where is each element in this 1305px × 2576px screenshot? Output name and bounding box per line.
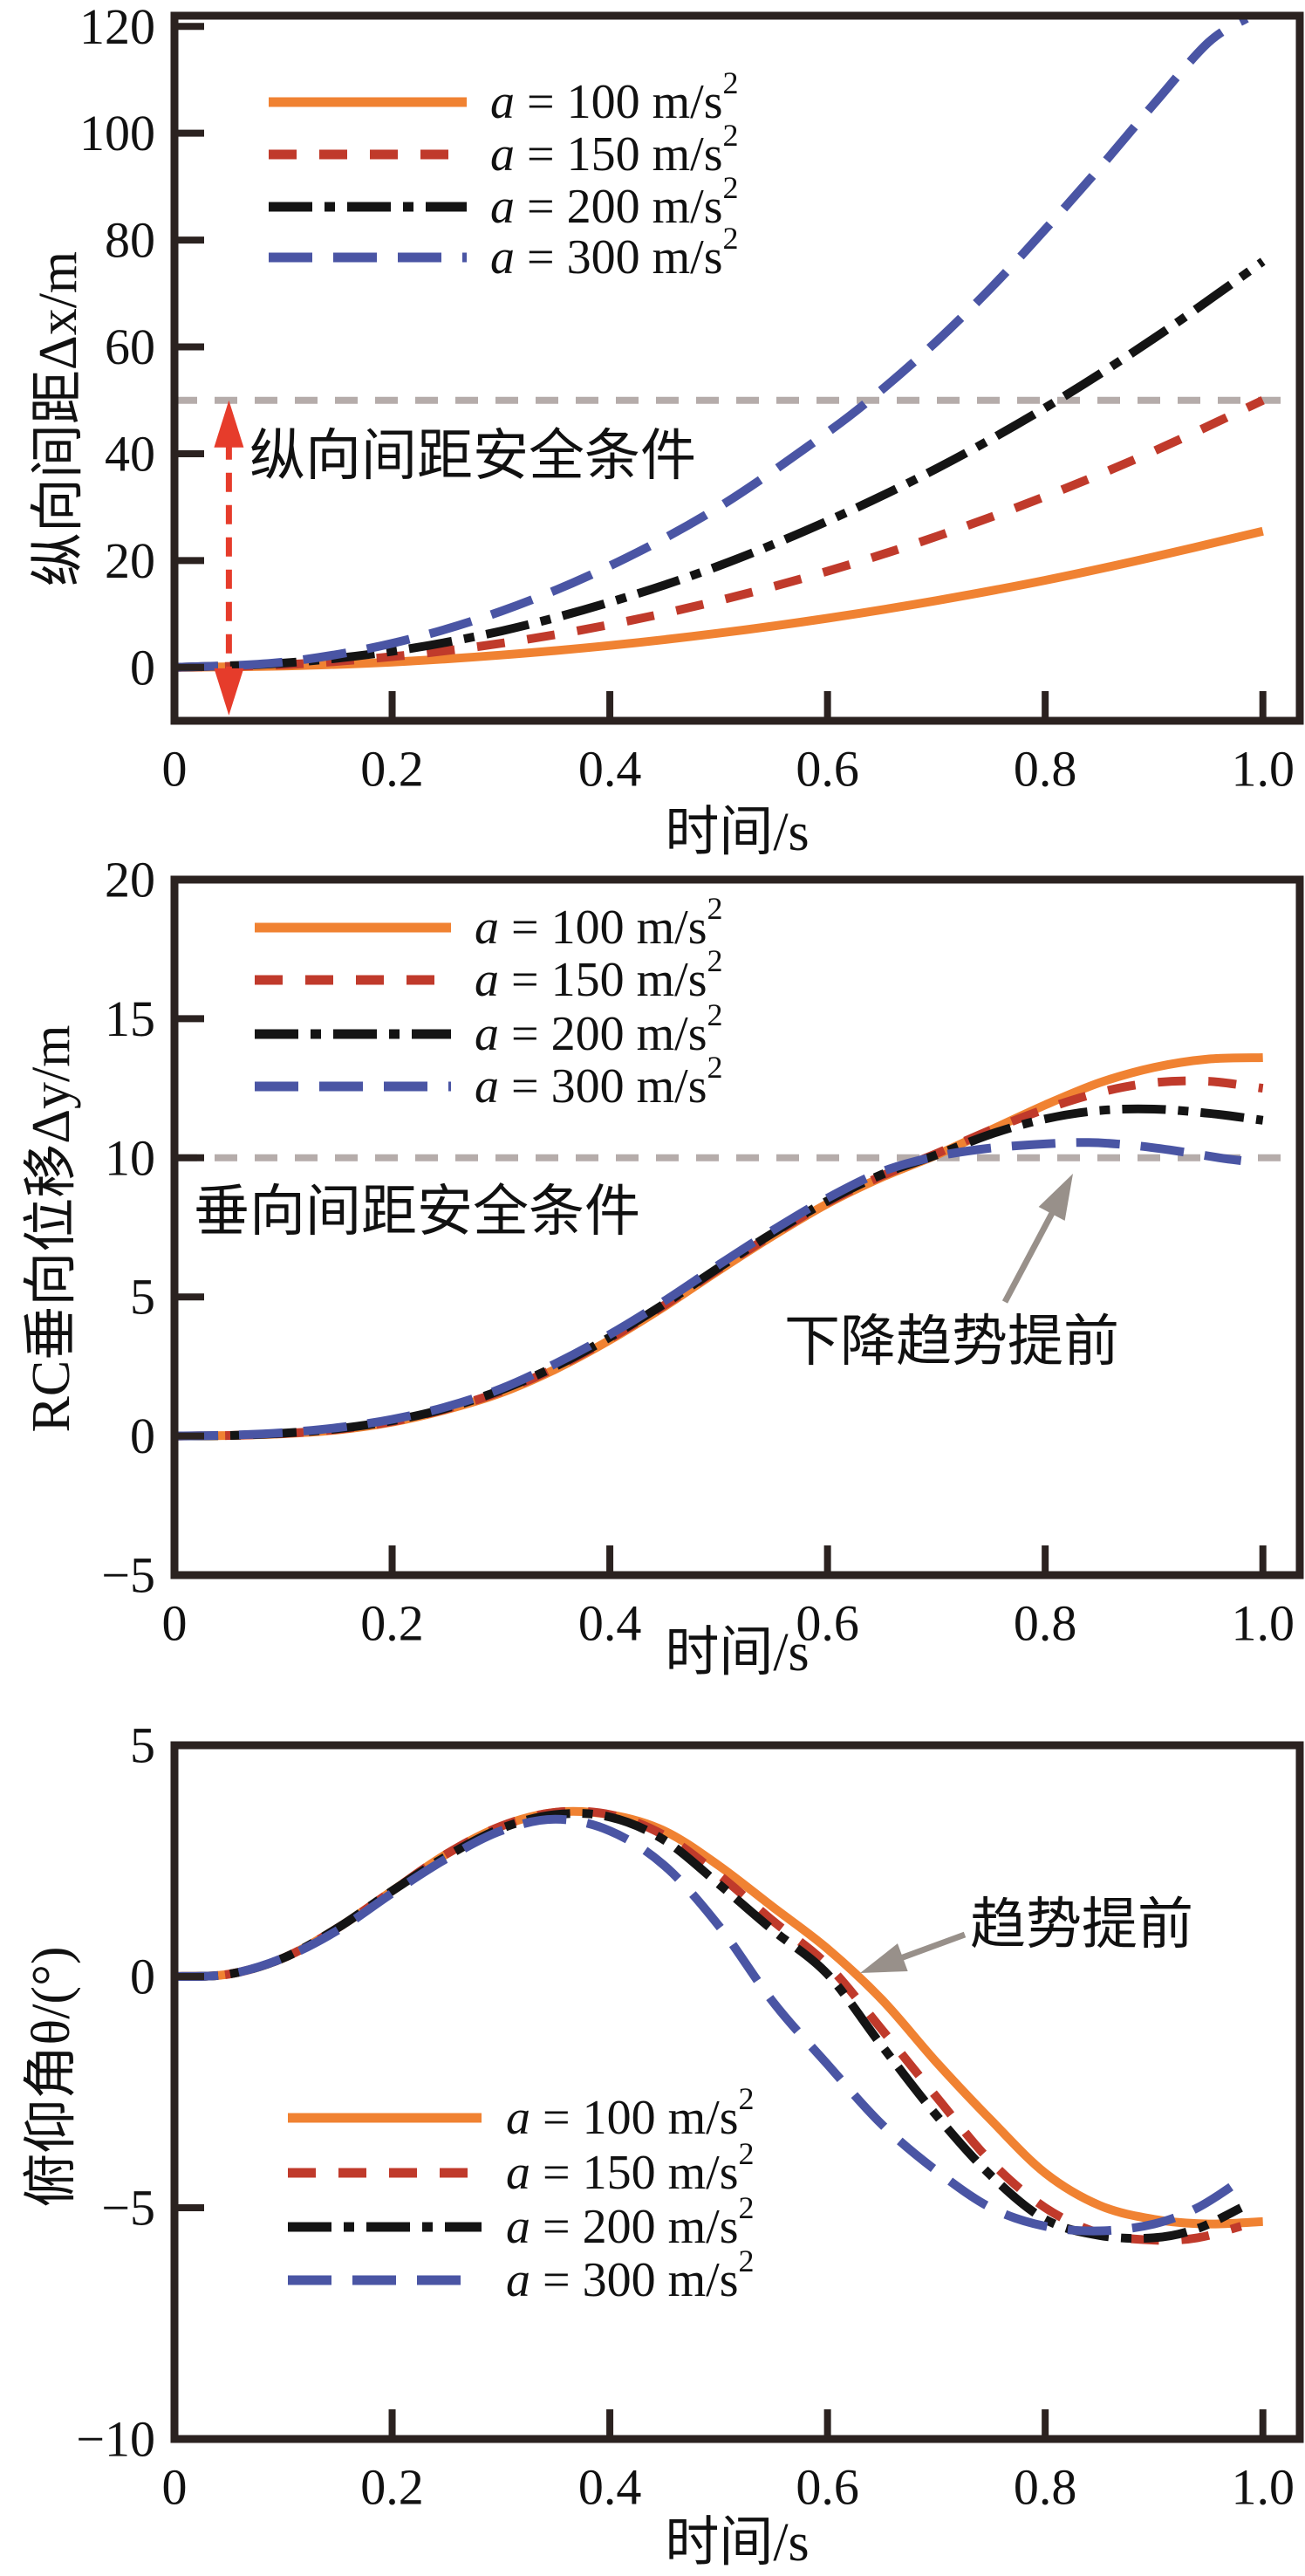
legend-label-a300: a = 300 m/s2	[506, 2244, 755, 2307]
longitudinal-safety-annotation: 纵向间距安全条件	[249, 425, 696, 487]
legend-label-a200: a = 200 m/s2	[506, 2190, 755, 2254]
legend-label-a200: a = 200 m/s2	[475, 997, 723, 1061]
x-tick-label: 0.8	[1014, 2459, 1077, 2516]
legend-label-a100: a = 100 m/s2	[475, 891, 723, 955]
x-tick-label: 1.0	[1231, 1595, 1295, 1652]
y-axis-label-vertical-displacement: RC垂向位移Δy/m	[22, 1024, 81, 1433]
x-tick-label: 0.6	[796, 2459, 859, 2516]
legend-label-a100: a = 100 m/s2	[490, 65, 739, 129]
series-a300-curve	[174, 1138, 1242, 1441]
y-tick-label: 40	[105, 425, 155, 482]
series-a150-curve	[174, 1806, 1243, 2245]
vertical-safety-annotation: 垂向间距安全条件	[194, 1181, 640, 1243]
x-tick-label: 0.4	[578, 1595, 642, 1652]
x-tick-label: 0.2	[360, 1595, 424, 1652]
x-tick-label: 0.8	[1014, 741, 1077, 798]
y-tick-label: 0	[130, 639, 155, 695]
series-a300-curve	[174, 14, 1249, 672]
legend-label-a150: a = 150 m/s2	[475, 943, 723, 1007]
y-tick-label: −10	[76, 2411, 155, 2468]
x-tick-label: 1.0	[1231, 2459, 1295, 2516]
legend-label-a300: a = 300 m/s2	[490, 221, 739, 284]
x-tick-label: 1.0	[1231, 741, 1295, 798]
plot-border	[170, 875, 1304, 1579]
y-tick-label: 100	[79, 105, 155, 161]
series-a150-curve	[174, 396, 1265, 672]
y-tick-label: 20	[105, 532, 155, 589]
y-tick-label: 20	[105, 852, 155, 908]
y-tick-label: −5	[101, 2180, 155, 2237]
x-tick-label: 0.2	[360, 741, 424, 798]
x-tick-label: 0.4	[578, 741, 642, 798]
chart-1-longitudinal-gap: 0 0.2 0.4 0.6 0.8 1.0 0 20 40 60 80 100 120 a = 100 m…	[79, 0, 1304, 798]
series-a300-curve	[174, 1814, 1244, 2236]
x-tick-label: 0	[162, 1595, 188, 1652]
plot-border	[170, 1741, 1304, 2443]
chart-3-pitch-angle: 0 0.2 0.4 0.6 0.8 1.0 −10 −5 0 5 a = 100 m/s2a = 1…	[76, 1717, 1304, 2516]
y-tick-label: −5	[101, 1547, 155, 1604]
series-a100-curve	[174, 526, 1264, 672]
y-axis-label-pitch-angle: 俯仰角θ/(°)	[22, 1946, 81, 2208]
descend-trend-annotation: 下降趋势提前	[784, 1311, 1119, 1373]
y-tick-label: 15	[105, 990, 155, 1047]
x-tick-label: 0.6	[796, 741, 859, 798]
y-tick-label: 0	[130, 1949, 155, 2005]
legend-label-a300: a = 300 m/s2	[475, 1050, 723, 1113]
y-tick-label: 10	[105, 1129, 155, 1186]
x-axis-label-chart-2: 时间/s	[665, 1623, 810, 1682]
x-axis-label-chart-1: 时间/s	[665, 803, 810, 862]
y-tick-label: 120	[79, 0, 155, 55]
x-tick-label: 0	[162, 2459, 188, 2516]
x-tick-label: 0	[162, 741, 188, 798]
annotation-arrow-head	[860, 1943, 908, 1973]
x-tick-label: 0.6	[796, 1595, 859, 1652]
y-axis-label-longitudinal-gap: 纵向间距Δx/m	[29, 250, 88, 587]
annotation-arrow-head	[1038, 1174, 1073, 1221]
y-tick-label: 5	[130, 1269, 155, 1326]
x-tick-label: 0.4	[578, 2459, 642, 2516]
annotation-arrow-shaft	[895, 1931, 967, 1963]
annotation-arrow-shaft	[1001, 1206, 1058, 1304]
legend-label-a150: a = 150 m/s2	[506, 2136, 755, 2200]
y-tick-label: 5	[130, 1717, 155, 1774]
x-axis-label-chart-3: 时间/s	[665, 2513, 810, 2573]
double-arrow-up-head	[214, 400, 244, 448]
legend-label-a150: a = 150 m/s2	[490, 118, 739, 182]
plot-border	[170, 11, 1304, 725]
series-a200-curve	[174, 257, 1266, 672]
trend-advance-annotation: 趋势提前	[970, 1894, 1193, 1956]
y-tick-label: 0	[130, 1408, 155, 1464]
double-arrow-down-head	[214, 668, 244, 716]
y-tick-label: 80	[105, 212, 155, 269]
y-tick-label: 60	[105, 319, 155, 375]
x-tick-label: 0.2	[360, 2459, 424, 2516]
series-a150-curve	[174, 1076, 1264, 1441]
x-tick-label: 0.8	[1014, 1595, 1077, 1652]
legend-label-a200: a = 200 m/s2	[490, 170, 739, 234]
legend-label-a100: a = 100 m/s2	[506, 2081, 755, 2145]
